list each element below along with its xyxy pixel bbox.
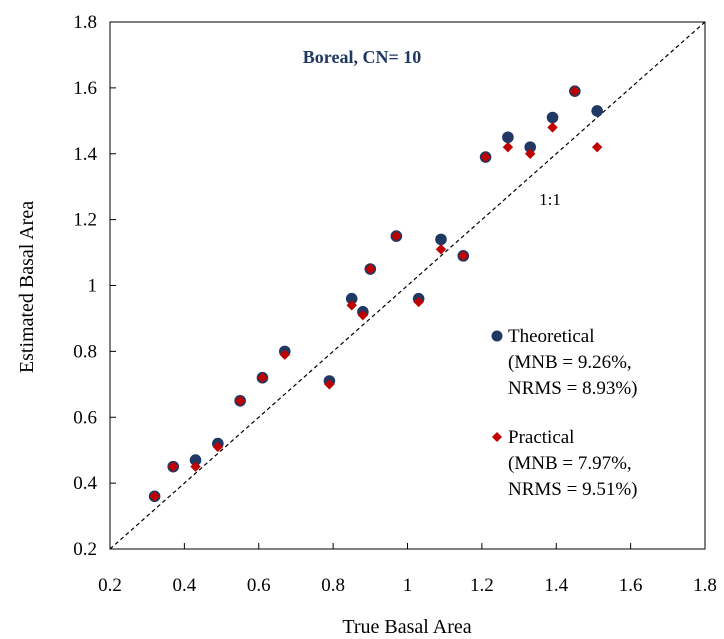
y-tick-label: 0.6 xyxy=(73,407,97,428)
data-point-practical xyxy=(569,85,581,97)
x-tick-label: 0.4 xyxy=(173,575,197,596)
x-tick-label: 0.6 xyxy=(247,575,271,596)
data-point-theoretical xyxy=(345,292,358,305)
data-point-theoretical xyxy=(502,131,514,144)
data-point-theoretical xyxy=(189,454,202,466)
data-point-practical xyxy=(502,141,514,153)
series-practical xyxy=(149,85,603,502)
data-point-practical xyxy=(324,379,335,390)
reference-line-label: 1:1 xyxy=(539,190,561,209)
data-point-practical xyxy=(357,309,369,321)
x-tick-label: 1.6 xyxy=(619,575,643,596)
x-axis-title: True Basal Area xyxy=(342,616,471,638)
chart-title: Boreal, CN= 10 xyxy=(303,47,421,67)
legend-marker-theoretical xyxy=(491,330,503,342)
data-point-practical xyxy=(365,263,376,275)
y-axis-ticks: 0.2 0.4 0.6 0.8 1 1.2 1.4 1.6 1.8 xyxy=(73,12,116,560)
data-point-practical xyxy=(458,250,469,262)
data-point-practical xyxy=(149,491,160,502)
legend-marker-practical xyxy=(492,432,502,442)
legend-detail-theoretical-mnb: (MNB = 9.26%, xyxy=(508,352,632,373)
data-point-theoretical xyxy=(524,141,537,153)
legend-detail-practical-nrms: NRMS = 9.51%) xyxy=(508,479,637,500)
y-tick-label: 1 xyxy=(88,276,98,297)
y-tick-label: 1.2 xyxy=(73,210,97,231)
legend: Theoretical (MNB = 9.26%, NRMS = 8.93%) … xyxy=(491,326,637,500)
data-point-practical xyxy=(212,441,224,453)
x-axis-ticks: 0.2 0.4 0.6 0.8 1 1.2 1.4 1.6 1.8 xyxy=(98,543,717,596)
data-point-practical xyxy=(168,461,179,472)
data-point-practical xyxy=(346,300,357,311)
y-tick-label: 1.4 xyxy=(73,144,97,165)
data-point-practical xyxy=(234,395,246,406)
data-point-practical xyxy=(480,151,491,163)
legend-label-theoretical: Theoretical xyxy=(508,326,595,347)
x-tick-label: 0.8 xyxy=(321,575,345,596)
data-point-practical xyxy=(547,122,558,133)
data-point-practical xyxy=(257,372,268,383)
data-points xyxy=(148,85,603,503)
y-tick-label: 1.8 xyxy=(73,12,97,33)
data-point-theoretical xyxy=(591,105,603,117)
data-point-practical xyxy=(190,461,201,472)
y-tick-label: 1.6 xyxy=(73,78,97,99)
x-tick-label: 1.4 xyxy=(544,575,568,596)
data-point-theoretical xyxy=(435,233,447,246)
y-tick-label: 0.8 xyxy=(73,341,97,362)
x-tick-label: 1.8 xyxy=(693,575,717,596)
x-tick-label: 0.2 xyxy=(98,575,122,596)
y-tick-label: 0.2 xyxy=(73,539,97,560)
data-point-practical xyxy=(435,244,447,255)
data-point-practical xyxy=(591,141,603,153)
data-point-practical xyxy=(279,349,290,360)
y-tick-label: 0.4 xyxy=(73,473,97,494)
legend-detail-practical-mnb: (MNB = 7.97%, xyxy=(508,453,632,474)
data-point-practical xyxy=(525,148,536,159)
data-point-theoretical xyxy=(546,111,559,124)
legend-detail-theoretical-nrms: NRMS = 8.93%) xyxy=(508,378,637,399)
data-point-practical xyxy=(413,296,424,308)
y-axis-title: Estimated Basal Area xyxy=(16,201,38,373)
data-point-practical xyxy=(391,230,402,242)
legend-label-practical: Practical xyxy=(508,427,574,448)
x-tick-label: 1 xyxy=(403,575,413,596)
x-tick-label: 1.2 xyxy=(470,575,494,596)
